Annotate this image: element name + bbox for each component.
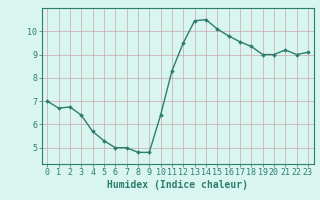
X-axis label: Humidex (Indice chaleur): Humidex (Indice chaleur) <box>107 180 248 190</box>
